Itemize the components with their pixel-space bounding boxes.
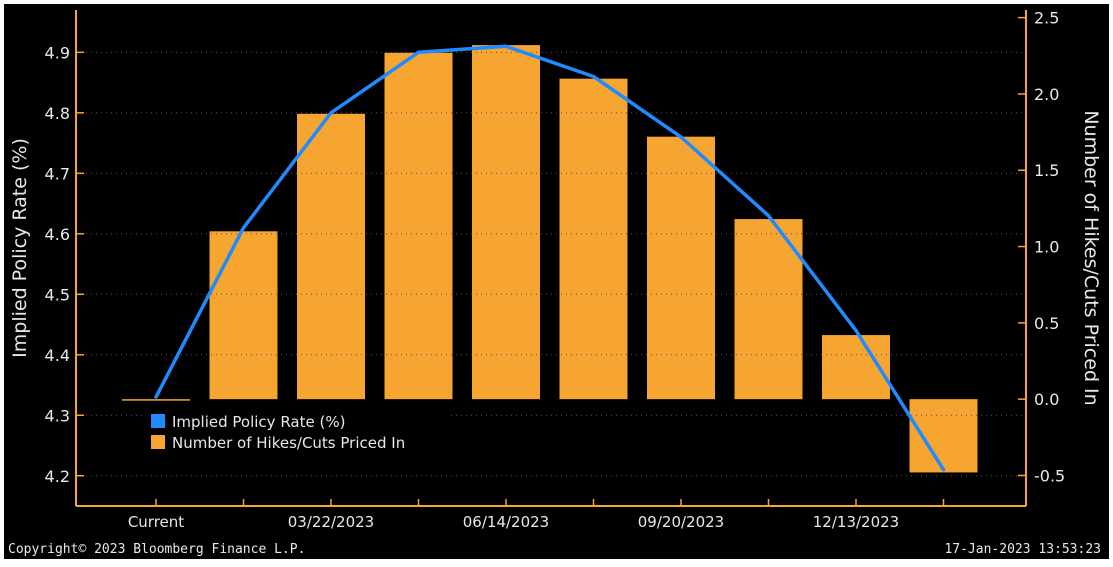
bar-0 [122, 399, 190, 401]
chart-frame: 4.2 4.3 4.4 4.5 4.6 4.7 4.8 4.9 Implied Policy R… [4, 4, 1109, 559]
bar-5 [559, 78, 628, 400]
x-tick-label-6: 09/20/2023 [638, 513, 724, 531]
timestamp-text: 17-Jan-2023 13:53:23 [944, 542, 1101, 557]
left-tick-label-5: 4.7 [45, 164, 70, 183]
x-tick-label-4: 06/14/2023 [463, 513, 549, 531]
right-tick-label-3: 1.0 [1034, 238, 1059, 257]
chart: 4.2 4.3 4.4 4.5 4.6 4.7 4.8 4.9 Implied Policy R… [9, 9, 1102, 531]
x-tick-label-8: 12/13/2023 [813, 513, 899, 531]
bar-3 [384, 52, 453, 400]
copyright-text: Copyright© 2023 Bloomberg Finance L.P. [8, 542, 306, 557]
left-tick-label-6: 4.8 [45, 104, 70, 123]
right-tick-label-4: 1.5 [1034, 161, 1059, 180]
x-tick-label-2: 03/22/2023 [288, 513, 374, 531]
legend-swatch-0 [151, 414, 165, 428]
left-tick-label-2: 4.4 [45, 346, 70, 365]
bar-2 [297, 113, 365, 400]
left-tick-label-1: 4.3 [45, 406, 70, 425]
implied-rate-line [154, 44, 946, 472]
bar-7 [734, 219, 803, 400]
legend-label-1: Number of Hikes/Cuts Priced In [172, 434, 405, 452]
left-axis-label: Implied Policy Rate (%) [9, 138, 31, 358]
left-tick-label-7: 4.9 [45, 43, 70, 62]
right-tick-label-5: 2.0 [1034, 85, 1059, 104]
right-tick-label-1: 0.0 [1034, 390, 1059, 409]
legend-box [146, 408, 450, 452]
legend-label-0: Implied Policy Rate (%) [172, 413, 345, 431]
right-axis-label: Number of Hikes/Cuts Priced In [1080, 110, 1102, 405]
bar-6 [647, 136, 715, 400]
right-tick-label-6: 2.5 [1034, 9, 1059, 28]
legend-swatch-1 [151, 435, 165, 449]
bar-1 [209, 231, 278, 400]
bar-9 [909, 399, 978, 473]
left-tick-label-0: 4.2 [45, 467, 70, 486]
left-tick-label-3: 4.5 [45, 285, 70, 304]
left-tick-label-4: 4.6 [45, 225, 70, 244]
right-tick-label-0: -0.5 [1034, 466, 1065, 485]
x-tick-label-0: Current [128, 513, 184, 531]
bar-4 [472, 45, 540, 400]
right-tick-label-2: 0.5 [1034, 314, 1059, 333]
